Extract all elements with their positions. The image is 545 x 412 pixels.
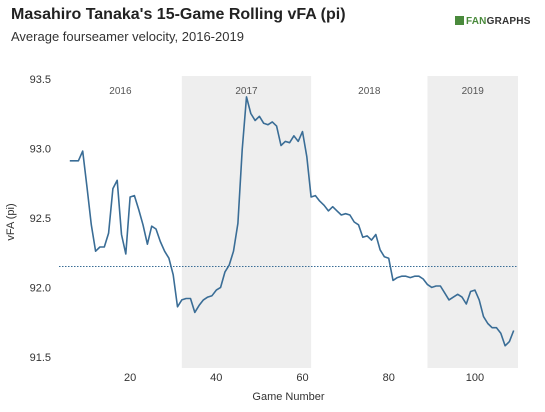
y-tick-label: 92.0 (30, 282, 51, 294)
y-tick-label: 91.5 (30, 352, 51, 364)
season-band-2019 (427, 76, 518, 368)
series-line (69, 96, 515, 347)
series-group (69, 96, 515, 347)
x-tick-label: 80 (383, 372, 395, 384)
logo-text-graphs: GRAPHS (486, 16, 531, 27)
x-tick-label: 20 (124, 372, 136, 384)
y-axis-label: vFA (pi) (5, 203, 17, 240)
season-label-2018: 2018 (358, 86, 381, 97)
y-tick-label: 92.5 (30, 213, 51, 225)
x-tick-label: 100 (466, 372, 484, 384)
chart-title: Masahiro Tanaka's 15-Game Rolling vFA (p… (11, 6, 346, 23)
x-tick-label: 40 (210, 372, 222, 384)
x-axis-label: Game Number (252, 391, 324, 403)
fangraphs-logo[interactable]: FANGRAPHS (455, 16, 531, 27)
y-tick-label: 93.5 (30, 74, 51, 86)
season-label-2017: 2017 (235, 86, 258, 97)
chart-subtitle: Average fourseamer velocity, 2016-2019 (11, 29, 244, 44)
x-tick-label: 60 (296, 372, 308, 384)
season-bands: 2016 2017 2018 2019 (109, 76, 518, 368)
y-tick-label: 93.0 (30, 143, 51, 155)
season-band-2017 (181, 76, 312, 368)
season-label-2019: 2019 (462, 86, 485, 97)
axes-group: 91.5 92.0 92.5 93.0 93.5 20 40 60 80 100 Game Numb… (5, 74, 484, 403)
logo-mark-icon (455, 16, 464, 25)
season-label-2016: 2016 (109, 86, 132, 97)
logo-text-fan: FAN (466, 16, 487, 27)
